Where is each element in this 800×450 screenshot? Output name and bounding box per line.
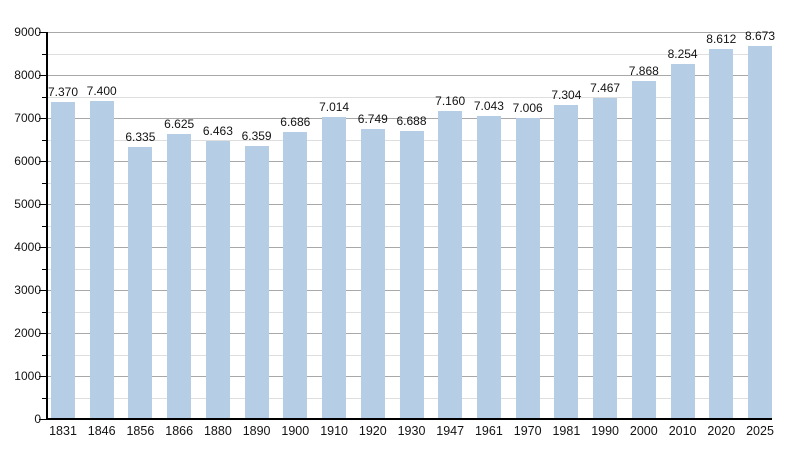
x-tick-label: 2000 xyxy=(629,424,658,438)
bar xyxy=(360,128,385,419)
y-minor-tick xyxy=(42,182,46,184)
x-tick-label: 1930 xyxy=(397,424,426,438)
bar xyxy=(244,145,269,419)
y-minor-tick xyxy=(42,397,46,399)
x-tick-label: 2025 xyxy=(746,424,774,438)
y-minor-tick xyxy=(42,311,46,313)
bar xyxy=(593,97,618,419)
gridline-major xyxy=(48,75,772,76)
x-tick-label: 1831 xyxy=(49,424,77,438)
bar-value-label: 6.625 xyxy=(164,117,195,132)
y-minor-tick xyxy=(42,225,46,227)
y-minor-tick xyxy=(42,139,46,141)
bar-value-label: 6.688 xyxy=(396,114,427,129)
bar-value-label: 6.463 xyxy=(202,124,233,139)
y-minor-tick xyxy=(42,268,46,270)
x-tick-label: 2020 xyxy=(707,424,736,438)
y-major-tick xyxy=(39,32,46,33)
x-tick-label: 1846 xyxy=(87,424,116,438)
bar xyxy=(283,131,308,419)
y-major-tick xyxy=(39,376,46,377)
x-tick-label: 1880 xyxy=(203,424,232,438)
bar-value-label: 7.467 xyxy=(590,80,621,95)
bar-value-label: 8.673 xyxy=(744,29,776,44)
gridline-minor xyxy=(48,53,772,55)
bar xyxy=(515,117,540,419)
y-tick-label: 2000 xyxy=(14,326,41,340)
bar-value-label: 6.359 xyxy=(241,128,272,143)
bar xyxy=(322,117,347,419)
bar-value-label: 8.254 xyxy=(667,47,698,62)
bar-value-label: 6.749 xyxy=(357,111,388,126)
x-tick-label: 1856 xyxy=(126,424,155,438)
y-tick-label: 1000 xyxy=(14,369,41,383)
y-minor-tick xyxy=(42,96,46,98)
y-tick-label: 5000 xyxy=(14,197,41,211)
y-axis-line xyxy=(46,32,48,419)
y-tick-label: 9000 xyxy=(14,25,41,39)
y-tick-label: 3000 xyxy=(14,283,41,297)
y-tick-label: 7000 xyxy=(14,111,41,125)
bar xyxy=(709,48,734,419)
bar-value-label: 8.612 xyxy=(706,31,737,46)
bar xyxy=(438,111,463,419)
y-major-tick xyxy=(39,75,46,76)
bar-value-label: 7.868 xyxy=(628,63,659,78)
gridline-major xyxy=(48,32,772,33)
bar xyxy=(748,46,772,419)
bar xyxy=(51,102,75,419)
gridline-minor xyxy=(48,96,772,98)
y-tick-label: 8000 xyxy=(14,68,41,82)
bar-value-label: 6.335 xyxy=(125,129,156,144)
x-tick-label: 1910 xyxy=(320,424,348,438)
bar xyxy=(670,64,695,419)
y-major-tick xyxy=(39,333,46,334)
y-tick-label: 0 xyxy=(34,412,41,426)
bar-value-label: 7.304 xyxy=(551,87,582,102)
y-major-tick xyxy=(39,290,46,291)
x-tick-label: 1990 xyxy=(591,424,619,438)
bar xyxy=(631,80,656,419)
x-tick-label: 1961 xyxy=(474,424,503,438)
bar xyxy=(399,131,424,419)
y-major-tick xyxy=(39,118,46,119)
x-tick-label: 2010 xyxy=(668,424,697,438)
y-major-tick xyxy=(39,161,46,162)
bar-value-label: 7.400 xyxy=(86,83,117,98)
bar xyxy=(89,100,114,419)
bar-value-label: 7.043 xyxy=(473,99,504,114)
x-tick-label: 1981 xyxy=(552,424,581,438)
bar xyxy=(205,141,230,419)
x-axis-line xyxy=(46,418,772,420)
bar xyxy=(476,116,501,419)
bar-value-label: 7.370 xyxy=(47,85,79,100)
bar xyxy=(128,146,153,419)
x-tick-label: 1866 xyxy=(165,424,194,438)
bar-value-label: 7.160 xyxy=(435,94,466,109)
y-major-tick xyxy=(39,247,46,248)
bar xyxy=(554,104,579,419)
y-tick-label: 6000 xyxy=(14,154,41,168)
bar-value-label: 7.014 xyxy=(319,100,350,115)
bar-value-label: 7.006 xyxy=(512,100,543,115)
bar xyxy=(167,134,192,419)
bar-value-label: 6.686 xyxy=(280,114,311,129)
y-tick-label: 4000 xyxy=(14,240,41,254)
x-tick-label: 1970 xyxy=(513,424,542,438)
x-tick-label: 1920 xyxy=(358,424,387,438)
x-tick-label: 1890 xyxy=(242,424,271,438)
y-major-tick xyxy=(39,419,46,420)
y-major-tick xyxy=(39,204,46,205)
x-tick-label: 1947 xyxy=(436,424,465,438)
x-tick-label: 1900 xyxy=(281,424,310,438)
y-minor-tick xyxy=(42,354,46,356)
y-minor-tick xyxy=(42,53,46,55)
